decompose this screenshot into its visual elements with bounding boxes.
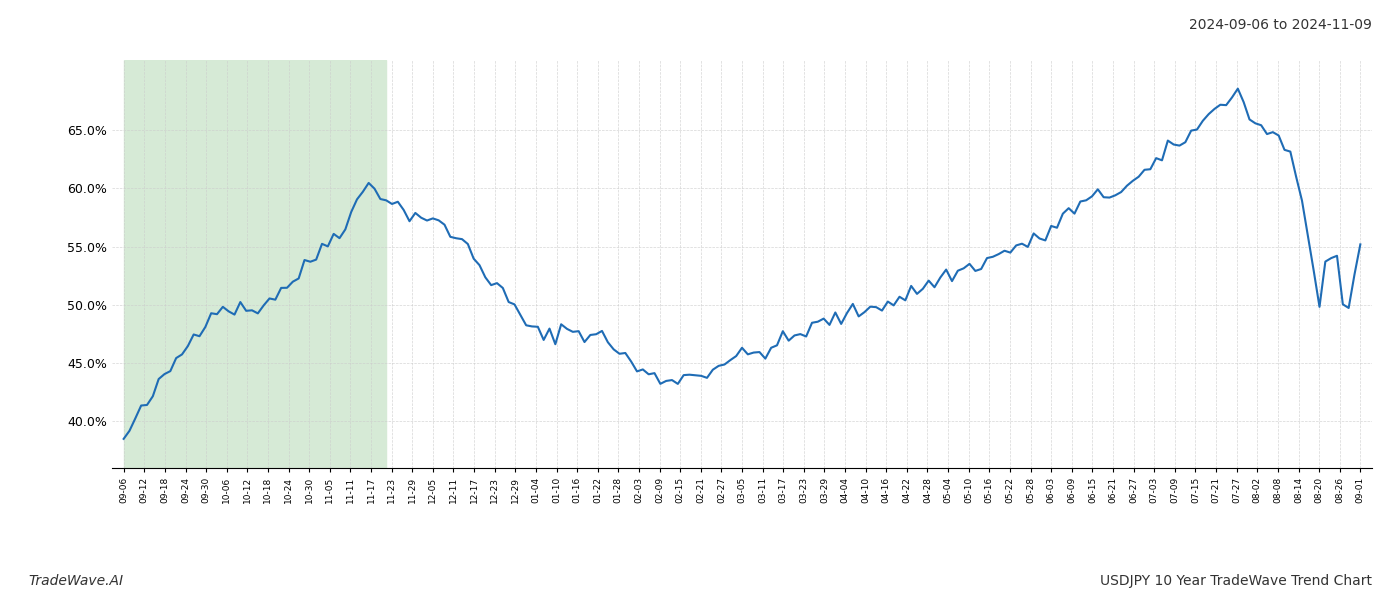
Text: TradeWave.AI: TradeWave.AI [28, 574, 123, 588]
Bar [123, 60, 386, 468]
Text: 2024-09-06 to 2024-11-09: 2024-09-06 to 2024-11-09 [1189, 18, 1372, 32]
Text: USDJPY 10 Year TradeWave Trend Chart: USDJPY 10 Year TradeWave Trend Chart [1100, 574, 1372, 588]
